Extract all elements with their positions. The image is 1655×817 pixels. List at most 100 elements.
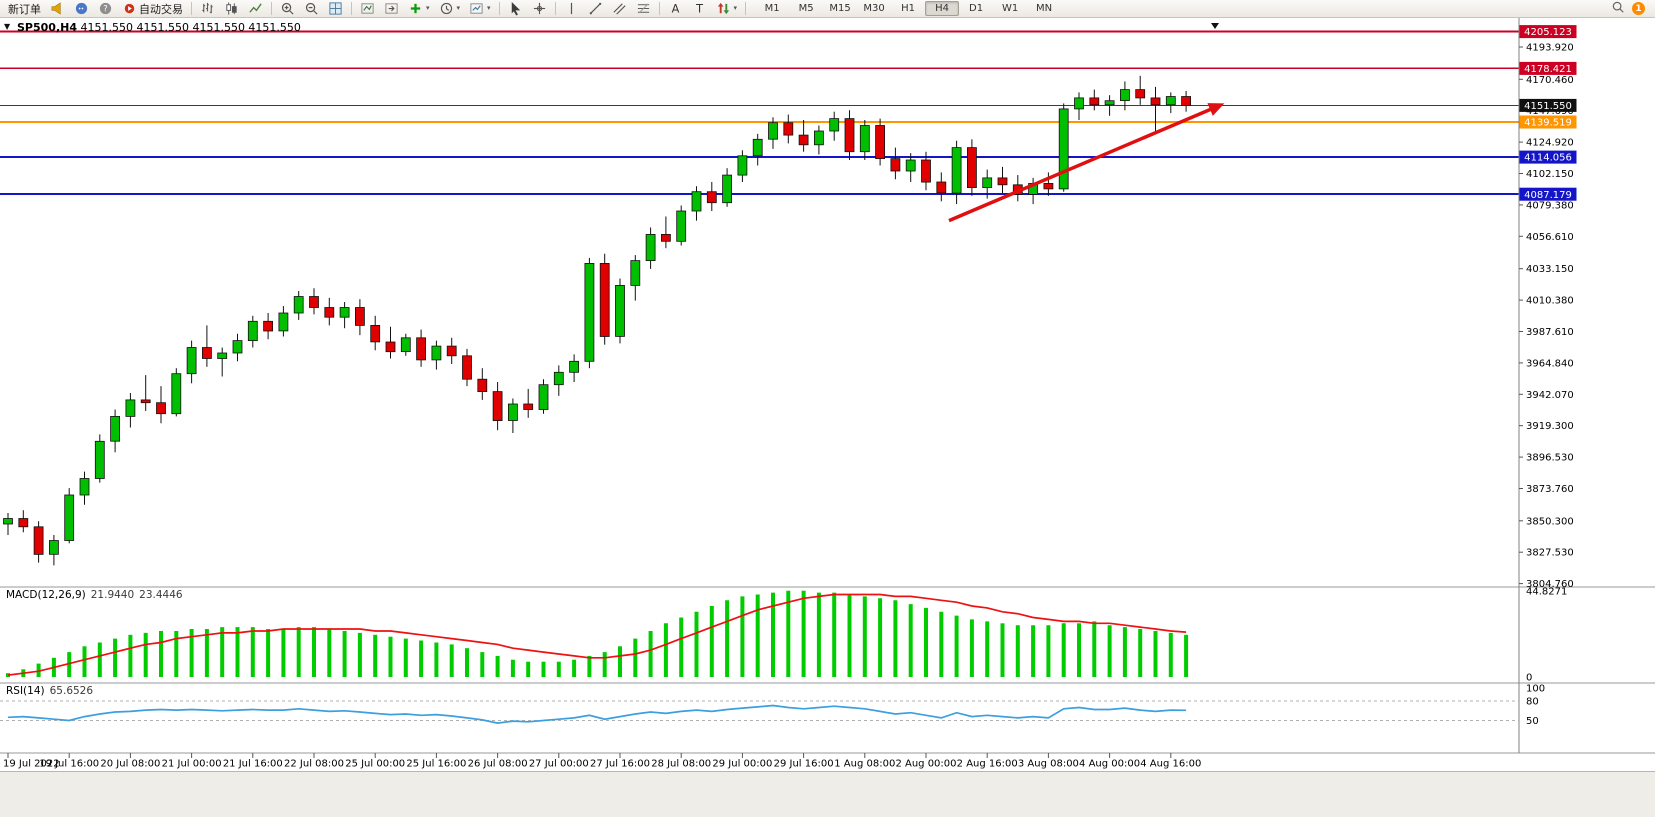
- svg-text:26 Jul 08:00: 26 Jul 08:00: [468, 759, 528, 770]
- svg-text:4170.460: 4170.460: [1526, 75, 1574, 86]
- one-click-trading-arrow[interactable]: ▼: [4, 22, 11, 31]
- timeframe-m1-button[interactable]: M1: [764, 3, 780, 14]
- status-bar: [0, 771, 1655, 817]
- chart-shift-button[interactable]: [356, 0, 379, 18]
- line-chart-icon: [248, 1, 263, 16]
- trendline-button[interactable]: [584, 0, 607, 18]
- svg-text:22 Jul 08:00: 22 Jul 08:00: [284, 759, 344, 770]
- template-button[interactable]: ▾: [465, 0, 495, 18]
- chart-shift-icon: [360, 1, 375, 16]
- horn-icon: [50, 1, 65, 16]
- svg-text:2 Aug 16:00: 2 Aug 16:00: [957, 759, 1018, 770]
- svg-text:4087.179: 4087.179: [1524, 190, 1572, 201]
- text-tool-icon: A: [668, 1, 683, 16]
- new-order-label: 新订单: [8, 2, 41, 16]
- svg-text:3987.610: 3987.610: [1526, 327, 1574, 338]
- add-indicator-button[interactable]: ▾: [404, 0, 434, 18]
- toolbar-separator: [271, 2, 272, 15]
- svg-text:2 Aug 00:00: 2 Aug 00:00: [895, 759, 956, 770]
- text-label-button[interactable]: T: [688, 0, 711, 18]
- svg-text:4033.150: 4033.150: [1526, 264, 1574, 275]
- chat-icon: [74, 1, 89, 16]
- line-chart-button[interactable]: [244, 0, 267, 18]
- svg-text:28 Jul 08:00: 28 Jul 08:00: [651, 759, 711, 770]
- macd-label: MACD(12,26,9) 21.9440 23.4446: [6, 589, 183, 601]
- svg-text:3919.300: 3919.300: [1526, 421, 1574, 432]
- notification-badge[interactable]: 1: [1632, 2, 1645, 15]
- svg-text:4139.519: 4139.519: [1524, 118, 1572, 129]
- timeframe-w1-button[interactable]: W1: [1001, 3, 1019, 14]
- timeframe-m15-button[interactable]: M15: [829, 3, 851, 14]
- svg-text:4193.920: 4193.920: [1526, 43, 1574, 54]
- svg-text:27 Jul 16:00: 27 Jul 16:00: [590, 759, 650, 770]
- fibonacci-button[interactable]: [632, 0, 655, 18]
- svg-text:A: A: [671, 3, 679, 16]
- search-icon[interactable]: [1611, 0, 1625, 18]
- chart-canvas[interactable]: 4193.9204170.4604147.6904124.9204102.150…: [0, 18, 1655, 771]
- chart-svg-holder: 4193.9204170.4604147.6904124.9204102.150…: [0, 18, 1655, 775]
- svg-text:T: T: [695, 3, 703, 16]
- text-label-icon: T: [692, 1, 707, 16]
- timeframe-d1-button[interactable]: D1: [969, 3, 984, 14]
- svg-text:3942.070: 3942.070: [1526, 390, 1574, 401]
- channel-button[interactable]: [608, 0, 631, 18]
- autotrade-button[interactable]: 自动交易: [118, 0, 187, 18]
- svg-text:4178.421: 4178.421: [1524, 64, 1572, 75]
- arrows-tool-icon: [716, 1, 731, 16]
- auto-scroll-icon: [384, 1, 399, 16]
- svg-text:21 Jul 00:00: 21 Jul 00:00: [162, 759, 222, 770]
- rsi-value: 65.6526: [49, 685, 94, 697]
- chevron-down-icon: ▾: [426, 4, 430, 12]
- arrows-tool-button[interactable]: ▾: [712, 0, 742, 18]
- rsi-label: RSI(14) 65.6526: [6, 685, 93, 697]
- zoom-out-button[interactable]: [300, 0, 323, 18]
- svg-text:4114.056: 4114.056: [1524, 153, 1572, 164]
- vertical-line-button[interactable]: [560, 0, 583, 18]
- alert-horn-button[interactable]: [46, 0, 69, 18]
- chevron-down-icon: ▾: [456, 4, 461, 12]
- svg-text:4 Aug 00:00: 4 Aug 00:00: [1079, 759, 1140, 770]
- chart-symbol-title: SP500,H4 4151.550 4151.550 4151.550 4151…: [17, 21, 301, 34]
- svg-text:?: ?: [103, 4, 107, 14]
- svg-text:100: 100: [1526, 684, 1545, 695]
- bar-chart-button[interactable]: [196, 0, 219, 18]
- tile-windows-button[interactable]: [324, 0, 347, 18]
- toolbar-separator: [498, 2, 500, 15]
- svg-text:27 Jul 00:00: 27 Jul 00:00: [529, 759, 589, 770]
- candlestick-chart-icon: [224, 1, 239, 16]
- timeframe-m30-button[interactable]: M30: [863, 3, 885, 14]
- chevron-down-icon: ▾: [487, 4, 491, 12]
- toolbar-right-group: 1: [1611, 0, 1651, 18]
- svg-text:20 Jul 08:00: 20 Jul 08:00: [100, 759, 160, 770]
- community-button[interactable]: [70, 0, 93, 18]
- ohlc-values-label: 4151.550 4151.550 4151.550 4151.550: [80, 21, 301, 34]
- chevron-down-icon: ▾: [733, 4, 738, 12]
- question-icon: ?: [98, 1, 113, 16]
- svg-text:3850.300: 3850.300: [1526, 516, 1574, 527]
- svg-text:25 Jul 00:00: 25 Jul 00:00: [345, 759, 405, 770]
- new-order-button[interactable]: 新订单: [4, 0, 45, 18]
- clock-icon: [439, 1, 454, 16]
- macd-main-value: 21.9440: [90, 589, 135, 601]
- svg-text:3896.530: 3896.530: [1526, 453, 1574, 464]
- zoom-in-button[interactable]: [276, 0, 299, 18]
- text-tool-button[interactable]: A: [664, 0, 687, 18]
- cursor-button[interactable]: [504, 0, 527, 18]
- fibonacci-icon: [636, 1, 651, 16]
- timeframe-h1-button[interactable]: H1: [901, 3, 915, 14]
- auto-scroll-button[interactable]: [380, 0, 403, 18]
- crosshair-button[interactable]: [528, 0, 551, 18]
- svg-text:29 Jul 16:00: 29 Jul 16:00: [774, 759, 834, 770]
- candlestick-chart-button[interactable]: [220, 0, 243, 18]
- svg-text:25 Jul 16:00: 25 Jul 16:00: [406, 759, 466, 770]
- bar-chart-icon: [200, 1, 215, 16]
- timeframe-mn-button[interactable]: MN: [1036, 3, 1053, 14]
- tile-windows-icon: [328, 1, 343, 16]
- timeframe-h4-button[interactable]: H4: [925, 1, 960, 16]
- timeframe-m5-button[interactable]: M5: [798, 3, 814, 14]
- help-button[interactable]: ?: [94, 0, 117, 18]
- svg-text:3804.760: 3804.760: [1526, 579, 1574, 590]
- macd-name: MACD(12,26,9): [6, 589, 86, 601]
- svg-text:21 Jul 16:00: 21 Jul 16:00: [223, 759, 283, 770]
- period-button[interactable]: ▾: [435, 0, 465, 18]
